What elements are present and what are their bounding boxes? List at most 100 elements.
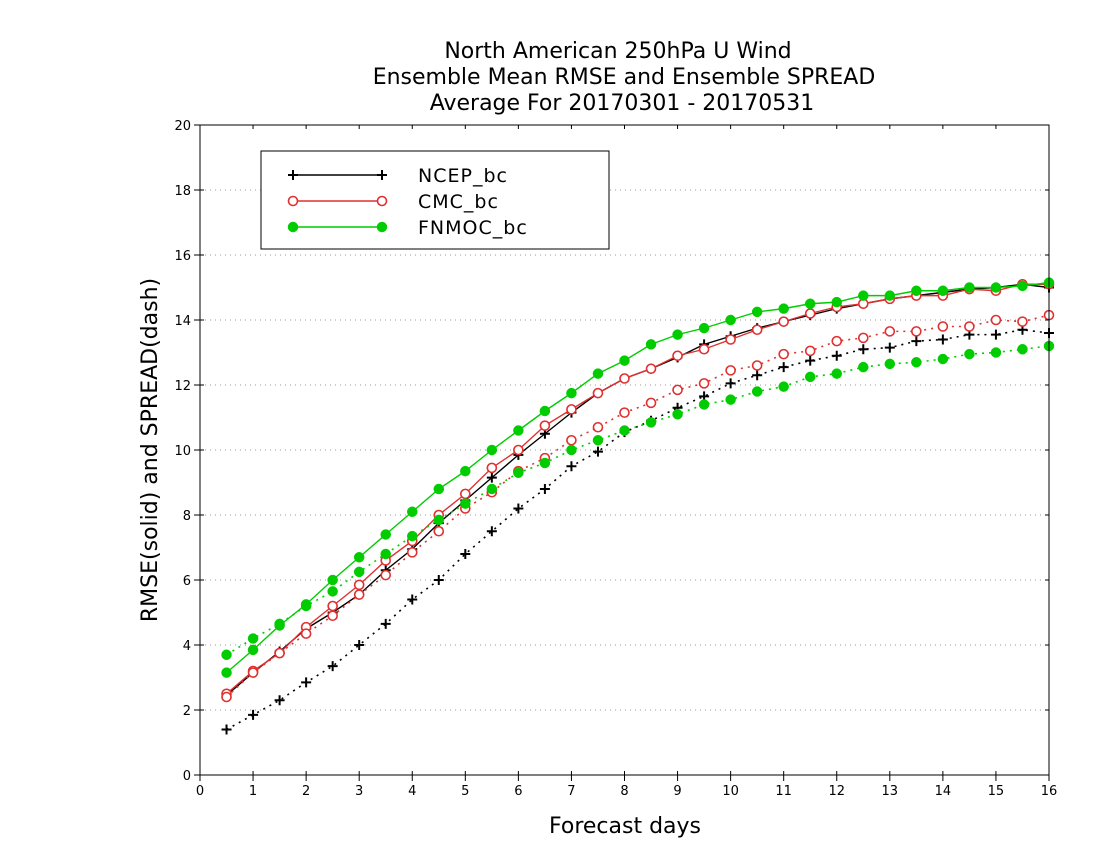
y-tick-label-14: 14 bbox=[174, 314, 191, 329]
legend-label-cmc-bc: CMC_bc bbox=[418, 191, 499, 213]
cmc-bc-spread-point-23 bbox=[831, 335, 843, 347]
cmc-bc-spread-point-0 bbox=[221, 691, 232, 703]
x-tick-label-1: 1 bbox=[249, 784, 257, 799]
ncep-bc-spread-point-26 bbox=[911, 336, 922, 347]
fnmoc-bc-spread-point-7 bbox=[407, 530, 418, 542]
cmc-bc-rmse-point-19 bbox=[725, 334, 736, 345]
x-tick-label-14: 14 bbox=[935, 784, 952, 799]
ncep-bc-spread-point-22 bbox=[805, 355, 816, 366]
fnmoc-bc-rmse-point-11 bbox=[513, 425, 524, 436]
cmc-bc-spread-point-14 bbox=[592, 421, 604, 433]
ncep-bc-spread-point-21 bbox=[778, 362, 789, 373]
x-tick-label-12: 12 bbox=[828, 784, 845, 799]
series-layer bbox=[221, 277, 1055, 735]
legend-label-fnmoc-bc: FNMOC_bc bbox=[418, 217, 528, 239]
y-axis-label: RMSE(solid) and SPREAD(dash) bbox=[138, 278, 163, 622]
fnmoc-bc-rmse-point-10 bbox=[486, 444, 498, 456]
fnmoc-bc-rmse-point-4 bbox=[327, 574, 338, 586]
fnmoc-bc-rmse-point-27 bbox=[937, 285, 949, 296]
cmc-bc-spread-point-25 bbox=[884, 326, 896, 337]
ncep-bc-spread-point-14 bbox=[592, 446, 603, 457]
x-tick-label-16: 16 bbox=[1041, 784, 1058, 799]
fnmoc-bc-spread-point-12 bbox=[539, 457, 551, 469]
ncep-bc-spread-point-29 bbox=[990, 329, 1001, 340]
x-tick-label-10: 10 bbox=[722, 784, 739, 799]
y-tick-label-6: 6 bbox=[183, 574, 191, 589]
fnmoc-bc-spread-point-22 bbox=[804, 371, 816, 383]
cmc-bc-rmse-point-10 bbox=[486, 462, 498, 474]
fnmoc-bc-rmse-point-14 bbox=[592, 368, 604, 379]
fnmoc-bc-spread-point-25 bbox=[884, 358, 896, 370]
cmc-bc-rmse-point-21 bbox=[778, 316, 789, 327]
y-tick-label-18: 18 bbox=[174, 184, 191, 199]
x-tick-label-5: 5 bbox=[461, 784, 469, 799]
legend-marker-start-fnmoc-bc bbox=[287, 221, 299, 233]
ncep-bc-spread-point-12 bbox=[539, 484, 550, 494]
fnmoc-bc-rmse-point-19 bbox=[725, 314, 736, 326]
cmc-bc-spread-point-3 bbox=[300, 628, 312, 639]
fnmoc-bc-rmse-point-29 bbox=[990, 282, 1002, 293]
legend: NCEP_bc CMC_bc FNMOC_bc bbox=[260, 150, 610, 250]
cmc-bc-rmse-point-5 bbox=[353, 579, 365, 591]
fnmoc-bc-rmse-point-23 bbox=[831, 296, 842, 308]
series-ncep-bc bbox=[221, 279, 1054, 735]
legend-item-cmc-bc: CMC_bc bbox=[287, 191, 499, 213]
cmc-bc-spread-point-21 bbox=[778, 348, 789, 360]
fnmoc-bc-spread-point-5 bbox=[353, 566, 365, 578]
fnmoc-bc-spread-point-17 bbox=[672, 409, 683, 420]
cmc-bc-rmse-point-11 bbox=[513, 444, 524, 456]
cmc-bc-spread-point-8 bbox=[433, 525, 445, 537]
fnmoc-bc-spread-point-13 bbox=[566, 444, 577, 456]
fnmoc-bc-rmse-point-17 bbox=[672, 329, 683, 340]
chart-title: North American 250hPa U Wind Ensemble Me… bbox=[373, 39, 876, 116]
ncep-bc-spread-point-10 bbox=[486, 526, 497, 537]
ncep-bc-spread-point-2 bbox=[274, 695, 285, 706]
fnmoc-bc-rmse-point-6 bbox=[380, 529, 391, 540]
ncep-bc-spread-point-13 bbox=[566, 461, 577, 472]
cmc-bc-spread-point-2 bbox=[274, 647, 285, 659]
fnmoc-bc-rmse-point-25 bbox=[884, 290, 896, 301]
ncep-bc-rmse-point-10 bbox=[486, 472, 497, 483]
y-tick-label-0: 0 bbox=[183, 769, 191, 784]
fnmoc-bc-rmse-line bbox=[226, 281, 1050, 674]
fnmoc-bc-rmse-point-15 bbox=[619, 355, 630, 366]
fnmoc-bc-spread-point-4 bbox=[327, 586, 338, 597]
cmc-bc-spread-point-15 bbox=[619, 407, 630, 418]
ncep-bc-spread-point-23 bbox=[831, 350, 842, 361]
cmc-bc-spread-point-30 bbox=[1017, 316, 1028, 327]
cmc-bc-spread-point-22 bbox=[804, 345, 816, 357]
axes: 0 1 2 3 4 5 6 7 8 9 10 11 12 13 14 15 160246810121416182… bbox=[174, 119, 1057, 799]
fnmoc-bc-rmse-point-22 bbox=[804, 298, 816, 309]
cmc-bc-spread-point-20 bbox=[751, 360, 763, 371]
fnmoc-bc-spread-point-16 bbox=[645, 417, 657, 428]
fnmoc-bc-rmse-point-13 bbox=[566, 387, 577, 399]
x-tick-label-0: 0 bbox=[196, 784, 204, 799]
x-tick-label-6: 6 bbox=[514, 784, 522, 799]
ncep-bc-rmse-line bbox=[226, 283, 1050, 696]
y-tick-label-20: 20 bbox=[174, 119, 191, 134]
fnmoc-bc-spread-point-15 bbox=[619, 425, 630, 436]
x-tick-label-11: 11 bbox=[775, 784, 792, 799]
cmc-bc-spread-point-5 bbox=[353, 589, 365, 600]
fnmoc-bc-rmse-point-28 bbox=[964, 282, 975, 293]
cmc-bc-spread-point-18 bbox=[698, 378, 710, 389]
ncep-bc-spread-point-1 bbox=[248, 709, 259, 720]
fnmoc-bc-rmse-point-7 bbox=[407, 506, 418, 517]
cmc-bc-rmse-point-20 bbox=[751, 324, 763, 336]
y-tick-label-12: 12 bbox=[174, 379, 191, 394]
cmc-bc-spread-point-4 bbox=[327, 610, 338, 622]
fnmoc-bc-rmse-point-9 bbox=[460, 465, 471, 477]
fnmoc-bc-spread-point-0 bbox=[221, 649, 232, 660]
cmc-bc-spread-point-28 bbox=[964, 321, 975, 332]
chart-title-line-2: Ensemble Mean RMSE and Ensemble SPREAD bbox=[373, 65, 876, 90]
y-tick-label-2: 2 bbox=[183, 704, 191, 719]
fnmoc-bc-spread-point-20 bbox=[751, 386, 763, 397]
x-tick-label-3: 3 bbox=[355, 784, 363, 799]
ncep-bc-spread-point-4 bbox=[327, 661, 338, 672]
legend-item-ncep-bc: NCEP_bc bbox=[288, 165, 508, 187]
cmc-bc-spread-point-7 bbox=[406, 547, 418, 558]
fnmoc-bc-spread-point-24 bbox=[858, 361, 869, 373]
x-tick-label-2: 2 bbox=[302, 784, 310, 799]
legend-label-ncep-bc: NCEP_bc bbox=[418, 165, 508, 187]
legend-marker-start-ncep-bc bbox=[288, 170, 298, 180]
